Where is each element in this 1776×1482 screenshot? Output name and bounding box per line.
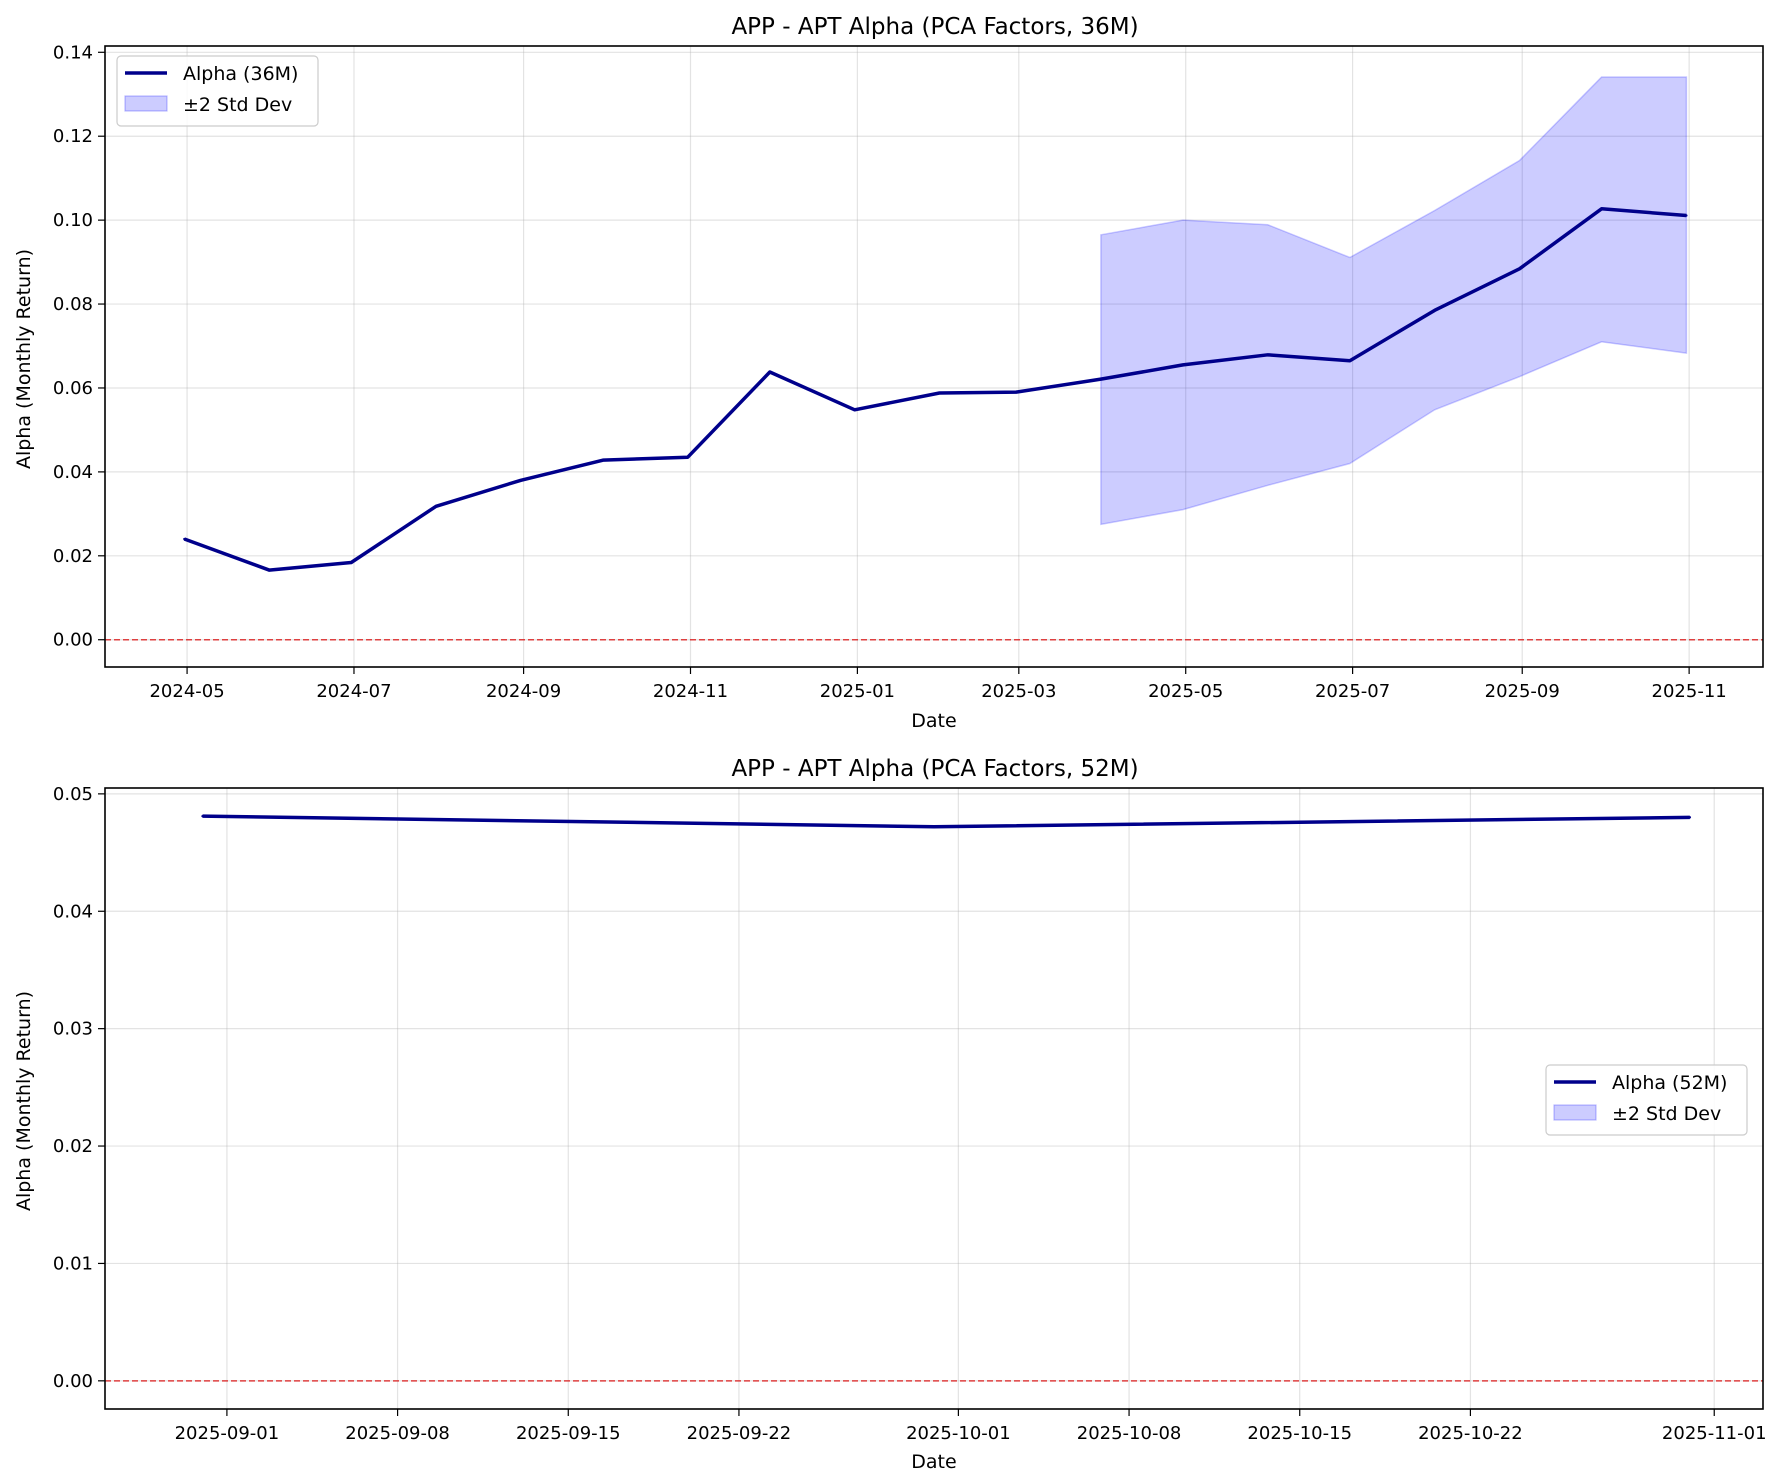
legend-series-label: Alpha (52M) (1612, 1072, 1727, 1094)
x-axis-label: Date (911, 1451, 956, 1473)
x-tick-label: 2025-11 (1652, 681, 1727, 702)
y-tick-label: 0.12 (53, 126, 93, 147)
y-tick-label: 0.00 (53, 630, 93, 651)
alpha-data-point (1099, 377, 1103, 381)
alpha-data-point (201, 814, 204, 818)
alpha-data-point (183, 537, 186, 541)
legend-band-label: ±2 Std Dev (1612, 1103, 1721, 1125)
legend-band-swatch (124, 95, 168, 112)
y-tick-label: 0.08 (53, 294, 93, 315)
x-axis-label: Date (911, 710, 956, 732)
x-axis-ticks: 2025-09-01 2025-09-08 2025-09-15 2025-09-22… (175, 1409, 1767, 1444)
alpha-data-point (938, 391, 941, 395)
alpha-data-point (1014, 390, 1018, 394)
alpha-data-point (853, 408, 856, 411)
y-tick-label: 0.01 (53, 1253, 93, 1274)
legend-box (1545, 1064, 1748, 1136)
y-tick-label: 0.00 (53, 1371, 93, 1392)
alpha-data-point (1685, 214, 1688, 217)
alpha-data-point (1518, 267, 1521, 271)
alpha-data-point (1266, 353, 1269, 357)
alpha-data-point (350, 561, 353, 564)
alpha-data-point (267, 568, 271, 572)
y-tick-label: 0.05 (53, 784, 93, 805)
x-tick-label: 2025-10-01 (906, 1423, 1011, 1444)
chart-title: APP - APT Alpha (PCA Factors, 36M) (731, 14, 1138, 40)
x-tick-label: 2025-10-22 (1418, 1423, 1523, 1444)
x-tick-label: 2025-01 (820, 681, 895, 702)
x-tick-label: 2025-11-01 (1662, 1423, 1767, 1444)
y-tick-label: 0.04 (53, 901, 93, 922)
y-tick-label: 0.03 (53, 1019, 93, 1040)
y-tick-label: 0.06 (53, 378, 93, 399)
legend-band-swatch (1553, 1104, 1597, 1121)
alpha-data-point (1688, 816, 1692, 819)
x-tick-label: 2025-05 (1148, 681, 1223, 702)
legend: Alpha (36M) ±2 Std Dev (116, 55, 319, 127)
alpha-data-point (601, 458, 605, 462)
alpha-data-point (434, 505, 438, 508)
alpha-data-point (1600, 207, 1603, 211)
x-tick-label: 2025-09-15 (516, 1423, 621, 1444)
y-axis-ticks: 0.00 0.01 0.02 0.03 0.04 0.05 (53, 784, 105, 1392)
x-tick-label: 2025-03 (981, 681, 1056, 702)
series-layer (183, 207, 1688, 572)
legend: Alpha (52M) ±2 Std Dev (1545, 1064, 1748, 1136)
x-tick-label: 2024-11 (653, 681, 728, 702)
chart-52m: APP - APT Alpha (PCA Factors, 52M) 2025-… (13, 756, 1767, 1473)
x-axis-ticks: 2024-05 2024-07 2024-09 2024-11 2025-01 2025-… (149, 667, 1727, 702)
x-tick-label: 2025-10-08 (1077, 1423, 1182, 1444)
y-tick-label: 0.10 (53, 210, 93, 231)
y-tick-label: 0.14 (53, 42, 93, 63)
alpha-data-point (1433, 309, 1436, 312)
x-tick-label: 2025-09-22 (687, 1423, 792, 1444)
y-tick-label: 0.02 (53, 546, 93, 567)
x-tick-label: 2025-09-08 (345, 1423, 450, 1444)
alpha-data-point (1181, 363, 1185, 367)
y-axis-ticks: 0.00 0.02 0.04 0.06 0.08 0.10 0.12 0.14 (53, 42, 105, 651)
chart-title: APP - APT Alpha (PCA Factors, 52M) (731, 756, 1138, 782)
x-tick-label: 2024-05 (149, 681, 224, 702)
legend-band-label: ±2 Std Dev (183, 94, 292, 116)
legend-box (116, 55, 319, 127)
alpha-data-point (1348, 359, 1352, 362)
x-tick-label: 2024-07 (316, 681, 391, 702)
x-tick-label: 2025-10-15 (1247, 1423, 1352, 1444)
x-tick-label: 2025-09-01 (175, 1423, 280, 1444)
alpha-data-point (686, 456, 689, 459)
legend-series-label: Alpha (36M) (183, 63, 298, 85)
plot-area-frame (104, 787, 1764, 1410)
y-tick-label: 0.02 (53, 1136, 93, 1157)
std-band-layer (1100, 76, 1688, 526)
alpha-data-point (932, 825, 936, 828)
chart-36m: APP - APT Alpha (PCA Factors, 36M) 2024-… (13, 14, 1764, 732)
std-dev-band (1100, 76, 1688, 526)
y-axis-label: Alpha (Monthly Return) (13, 991, 35, 1211)
alpha-data-point (519, 479, 523, 482)
y-tick-label: 0.04 (53, 462, 93, 483)
x-tick-label: 2025-07 (1315, 681, 1390, 702)
alpha-data-point (768, 370, 772, 374)
plot-area-frame (104, 45, 1764, 668)
x-tick-label: 2024-09 (486, 681, 561, 702)
series-layer (201, 814, 1692, 829)
x-tick-label: 2025-09 (1485, 681, 1560, 702)
y-axis-label: Alpha (Monthly Return) (13, 249, 35, 469)
